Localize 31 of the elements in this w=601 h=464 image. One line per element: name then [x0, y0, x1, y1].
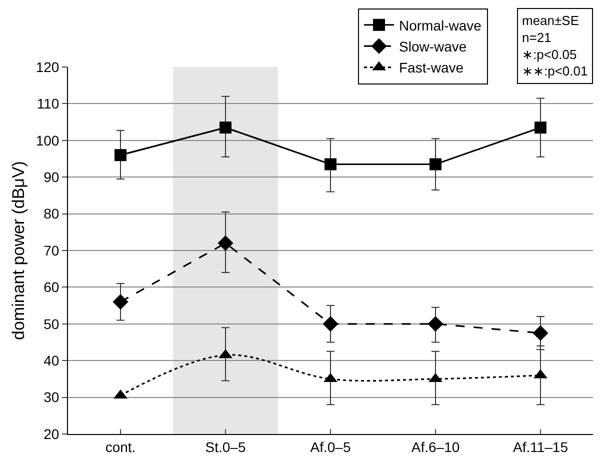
point	[220, 122, 232, 134]
point	[322, 316, 338, 332]
y-tick-label: 100	[36, 132, 60, 148]
point	[324, 158, 336, 170]
y-tick-label: 60	[44, 279, 60, 296]
legend-label: Normal-wave	[399, 17, 482, 34]
point	[534, 122, 546, 134]
x-tick-label: Af.11–15	[512, 438, 568, 455]
y-tick-label: 110	[36, 96, 60, 112]
y-tick-label: 70	[44, 242, 60, 258]
y-tick-label: 50	[44, 316, 60, 332]
point	[430, 158, 442, 170]
x-tick-label: Af.0–5	[310, 438, 351, 455]
point	[218, 235, 234, 251]
y-tick-label: 40	[44, 352, 60, 368]
point	[428, 316, 444, 332]
point	[532, 325, 548, 341]
point	[112, 294, 128, 310]
y-tick-label: 80	[44, 206, 60, 222]
y-axis-title: dominant power (dBμV)	[9, 161, 28, 340]
annotation: mean±SE n=21 ∗:p<0.05 ∗∗:p<0.01	[522, 13, 588, 79]
y-tick-label: 90	[44, 169, 60, 185]
y-tick-label: 30	[44, 389, 60, 406]
x-tick-label: cont.	[105, 438, 136, 455]
legend-label: Fast-wave	[399, 60, 464, 76]
legend-label: Slow-wave	[399, 38, 467, 55]
x-tick-label: St.0–5	[205, 438, 246, 455]
y-tick-label: 120	[36, 58, 60, 75]
y-tick-label: 20	[44, 426, 60, 442]
point	[114, 149, 126, 162]
x-tick-label: Af.6–10	[411, 438, 460, 455]
